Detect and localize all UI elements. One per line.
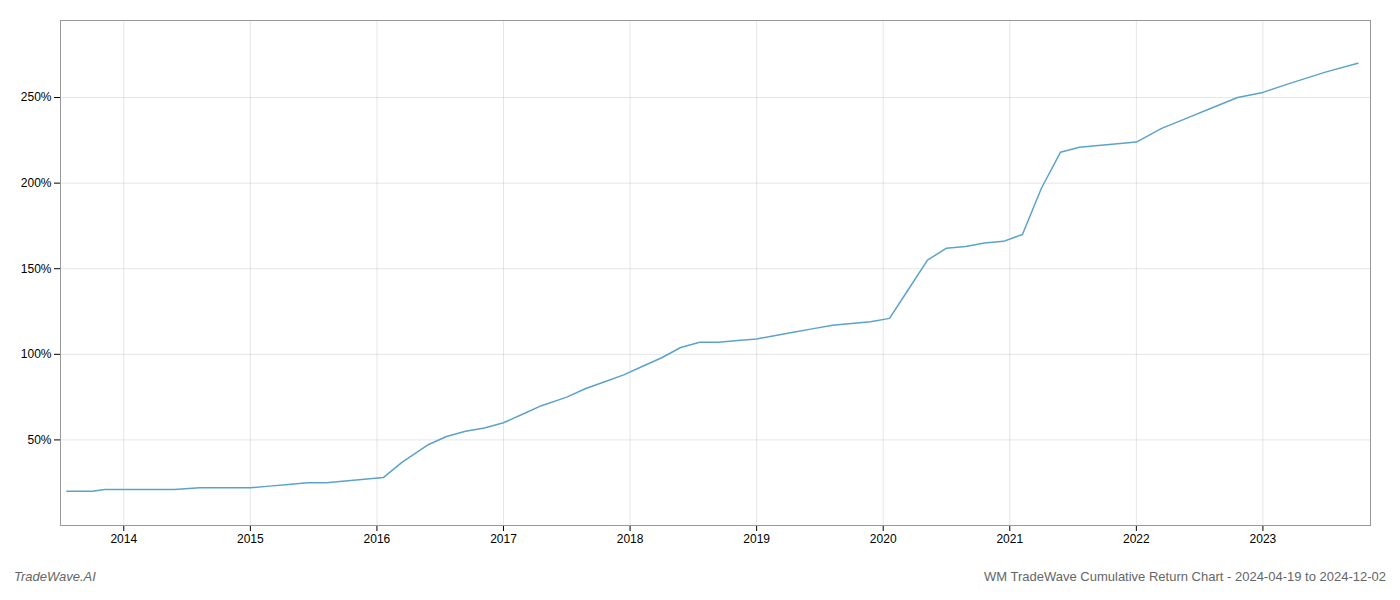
svg-text:250%: 250% <box>21 90 52 104</box>
svg-text:2023: 2023 <box>1250 532 1277 546</box>
svg-text:100%: 100% <box>21 347 52 361</box>
svg-text:2019: 2019 <box>743 532 770 546</box>
svg-text:2017: 2017 <box>490 532 517 546</box>
svg-text:2014: 2014 <box>110 532 137 546</box>
svg-text:2018: 2018 <box>617 532 644 546</box>
svg-text:2015: 2015 <box>237 532 264 546</box>
html-text:TradeWave.AI: TradeWave.AI <box>14 569 96 584</box>
svg-text:2020: 2020 <box>870 532 897 546</box>
svg-text:150%: 150% <box>21 262 52 276</box>
svg-text:2022: 2022 <box>1123 532 1150 546</box>
svg-text:2016: 2016 <box>364 532 391 546</box>
svg-text:200%: 200% <box>21 176 52 190</box>
svg-text:2021: 2021 <box>996 532 1023 546</box>
svg-text:50%: 50% <box>27 433 51 447</box>
html-text:WM TradeWave Cumulative Return: WM TradeWave Cumulative Return Chart - 2… <box>984 569 1386 584</box>
